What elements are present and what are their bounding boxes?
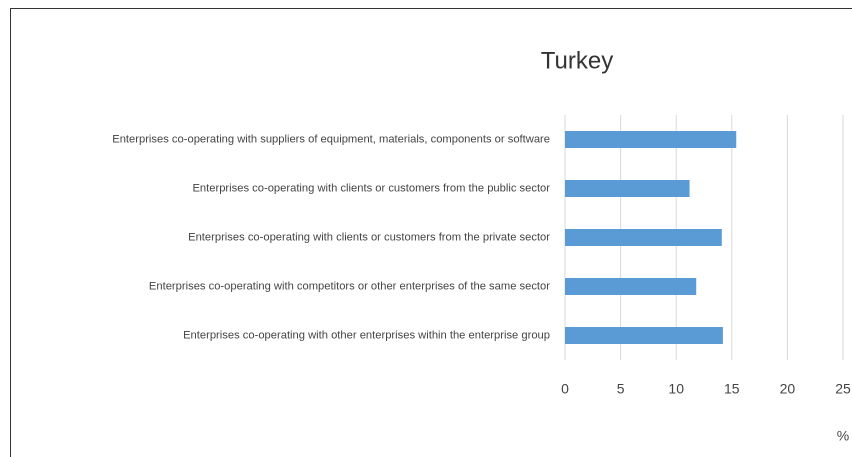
x-tick-label: 20: [780, 381, 796, 397]
x-tick-label: 5: [617, 381, 625, 397]
bar: [565, 180, 690, 197]
x-tick-label: 10: [668, 381, 684, 397]
x-axis-label: %: [837, 428, 849, 444]
y-tick-label: Enterprises co-operating with clients or…: [188, 231, 550, 243]
y-tick-label: Enterprises co-operating with other ente…: [183, 329, 550, 341]
x-tick-label: 0: [561, 381, 569, 397]
bar: [565, 131, 737, 148]
bar: [565, 327, 723, 344]
y-tick-label: Enterprises co-operating with clients or…: [192, 182, 550, 194]
y-tick-label: Enterprises co-operating with suppliers …: [112, 133, 550, 145]
y-tick-label: Enterprises co-operating with competitor…: [149, 280, 550, 292]
bar: [565, 278, 697, 295]
x-tick-label: 15: [724, 381, 740, 397]
x-tick-label: 25: [835, 381, 851, 397]
bar: [565, 229, 722, 246]
frame: [10, 8, 852, 457]
chart-title: Turkey: [541, 47, 613, 74]
